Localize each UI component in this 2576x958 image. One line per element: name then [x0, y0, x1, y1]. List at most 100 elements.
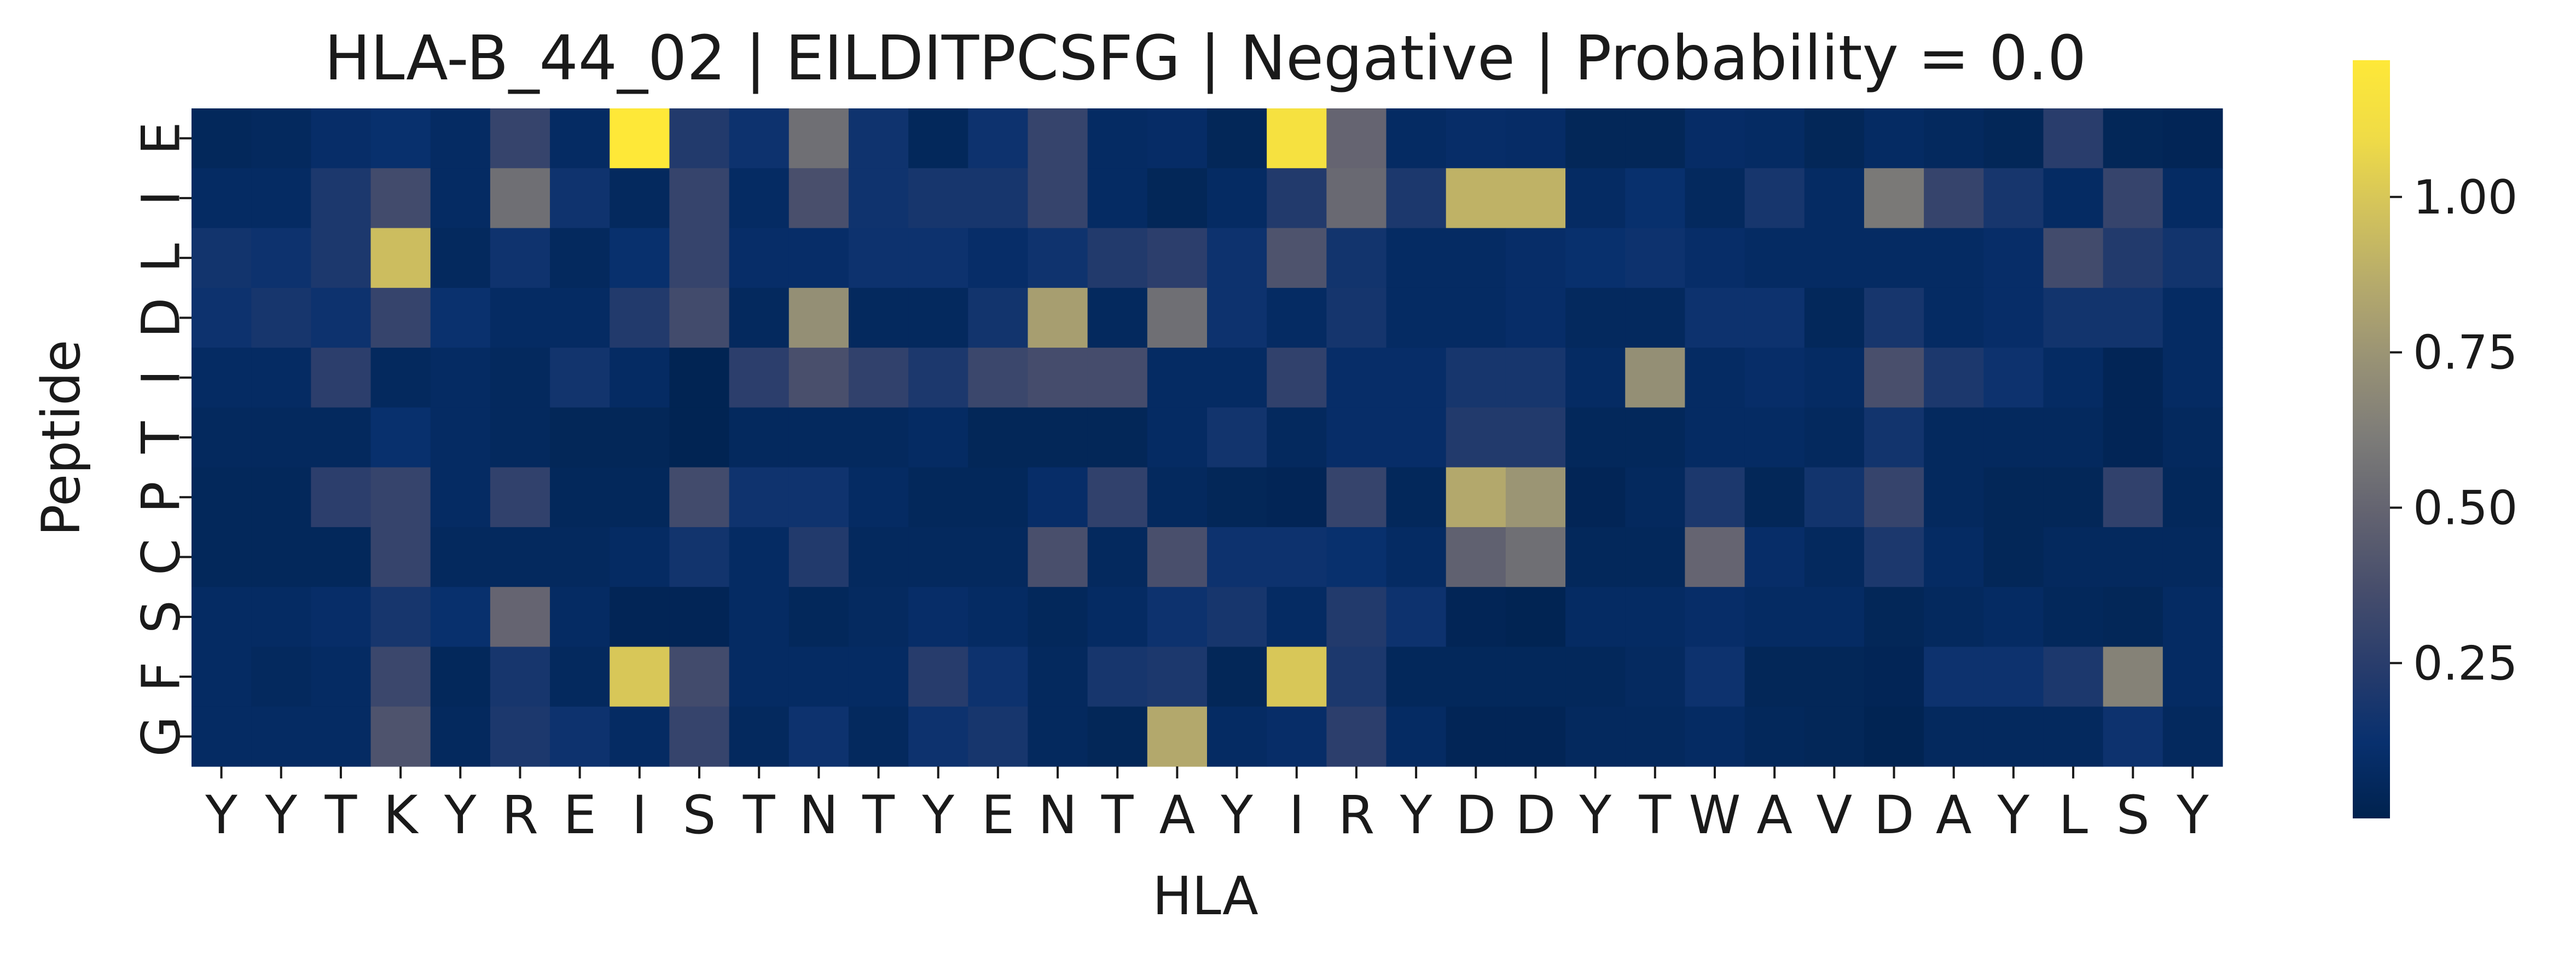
- heatmap-cell: [490, 467, 550, 528]
- heatmap-cell: [1924, 587, 1984, 648]
- heatmap-cell: [1087, 706, 1148, 767]
- heatmap-cell: [1386, 228, 1447, 288]
- x-tick-label: Y: [921, 784, 954, 846]
- heatmap-cell: [2103, 287, 2163, 348]
- heatmap-cell: [1983, 348, 2044, 408]
- x-tick-label: E: [563, 784, 596, 846]
- heatmap-cell: [968, 348, 1029, 408]
- heatmap-cell: [848, 706, 909, 767]
- heatmap-cell: [1207, 228, 1267, 288]
- x-tick-label: V: [1817, 784, 1853, 846]
- heatmap-cell: [1386, 287, 1447, 348]
- heatmap-cell: [1864, 287, 1924, 348]
- heatmap-cell: [1267, 108, 1327, 169]
- x-tick-label: Y: [1400, 784, 1432, 846]
- heatmap-cell: [1565, 228, 1626, 288]
- heatmap-cell: [1147, 587, 1208, 648]
- heatmap-cell: [1326, 348, 1387, 408]
- heatmap-cell: [490, 527, 550, 587]
- heatmap-cell: [908, 587, 968, 648]
- heatmap-cell: [370, 706, 431, 767]
- heatmap-cell: [1804, 467, 1865, 528]
- x-tick-label: D: [1874, 784, 1914, 846]
- heatmap-cell: [1565, 407, 1626, 468]
- heatmap-cell: [311, 228, 372, 288]
- heatmap-cells: [192, 108, 2223, 767]
- heatmap-cell: [669, 168, 730, 229]
- x-tick-label: A: [1936, 784, 1972, 846]
- heatmap-cell: [1326, 168, 1387, 229]
- heatmap-cell: [1924, 407, 1984, 468]
- heatmap-cell: [1028, 228, 1088, 288]
- heatmap-cell: [669, 647, 730, 707]
- heatmap-cell: [1386, 587, 1447, 648]
- heatmap-cell: [908, 108, 968, 169]
- x-tick-label: D: [1516, 784, 1556, 846]
- heatmap-cell: [729, 228, 790, 288]
- heatmap-cell: [908, 407, 968, 468]
- heatmap-cell: [908, 287, 968, 348]
- heatmap-cell: [2043, 168, 2104, 229]
- heatmap-cell: [1207, 527, 1267, 587]
- heatmap-cell: [311, 467, 372, 528]
- heatmap-cell: [1326, 647, 1387, 707]
- heatmap-cell: [1505, 108, 1566, 169]
- x-tick-label: N: [1038, 784, 1077, 846]
- heatmap-cell: [1087, 348, 1148, 408]
- heatmap-cell: [908, 228, 968, 288]
- heatmap-cell: [1983, 706, 2044, 767]
- heatmap-cell: [192, 287, 252, 348]
- heatmap-cell: [1565, 527, 1626, 587]
- y-tick-label: E: [131, 122, 192, 155]
- heatmap-cell: [1924, 348, 1984, 408]
- y-tick-label: C: [131, 539, 192, 575]
- heatmap-cell: [1207, 108, 1267, 169]
- heatmap-cell: [610, 168, 670, 229]
- heatmap-cell: [1864, 168, 1924, 229]
- heatmap-cell: [788, 168, 849, 229]
- heatmap-cell: [370, 228, 431, 288]
- heatmap-cell: [968, 407, 1029, 468]
- heatmap-cell: [1505, 706, 1566, 767]
- heatmap-cell: [430, 527, 491, 587]
- heatmap-cell: [1147, 706, 1208, 767]
- heatmap-cell: [1804, 527, 1865, 587]
- heatmap-cell: [1625, 587, 1686, 648]
- heatmap-cell: [1924, 228, 1984, 288]
- heatmap-cell: [1505, 647, 1566, 707]
- heatmap-cell: [1565, 706, 1626, 767]
- heatmap-cell: [908, 168, 968, 229]
- heatmap-cell: [192, 228, 252, 288]
- heatmap-cell: [1924, 467, 1984, 528]
- heatmap-cell: [430, 407, 491, 468]
- heatmap-cell: [490, 108, 550, 169]
- heatmap-cell: [729, 527, 790, 587]
- heatmap-cell: [729, 647, 790, 707]
- heatmap-cell: [1028, 108, 1088, 169]
- heatmap-cell: [1446, 527, 1506, 587]
- heatmap-cell: [968, 228, 1029, 288]
- heatmap-cell: [1983, 287, 2044, 348]
- heatmap-cell: [1685, 348, 1745, 408]
- heatmap-cell: [848, 287, 909, 348]
- heatmap-cell: [2043, 706, 2104, 767]
- heatmap-cell: [1804, 407, 1865, 468]
- heatmap-cell: [2043, 647, 2104, 707]
- heatmap-cell: [729, 348, 790, 408]
- heatmap-cell: [2043, 108, 2104, 169]
- heatmap-cell: [2162, 228, 2223, 288]
- heatmap-cell: [1087, 587, 1148, 648]
- heatmap-cell: [490, 706, 550, 767]
- heatmap-cell: [1685, 647, 1745, 707]
- heatmap-cell: [1685, 108, 1745, 169]
- heatmap-cell: [430, 228, 491, 288]
- heatmap-cell: [1505, 168, 1566, 229]
- heatmap-cell: [192, 527, 252, 587]
- heatmap-cell: [1446, 407, 1506, 468]
- y-tick-label: G: [131, 716, 192, 757]
- heatmap-cell: [1864, 228, 1924, 288]
- heatmap-cell: [669, 587, 730, 648]
- heatmap-cell: [1147, 348, 1208, 408]
- x-tick-label: T: [1639, 784, 1672, 846]
